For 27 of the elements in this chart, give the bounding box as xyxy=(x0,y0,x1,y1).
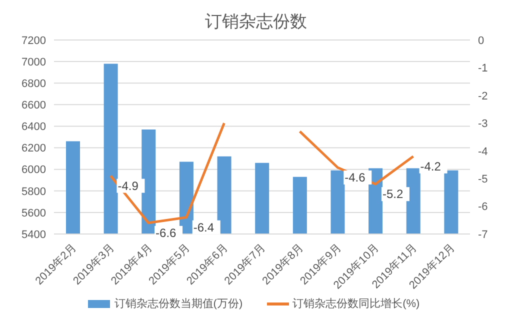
y-tick-label: 5800 xyxy=(22,186,46,198)
data-label: -4.9 xyxy=(118,178,139,193)
y-tick-label: 6000 xyxy=(22,164,46,176)
y-tick-label: 6200 xyxy=(22,142,46,155)
data-label: -4.2 xyxy=(420,159,442,174)
y2-tick-label: -1 xyxy=(478,62,488,75)
y2-tick-label: 0 xyxy=(478,34,484,47)
y2-tick-label: -6 xyxy=(478,201,488,214)
data-label: -6.6 xyxy=(156,226,177,240)
y-tick-label: 7200 xyxy=(22,34,46,47)
data-label: -4.6 xyxy=(344,170,366,184)
y-tick-label: 7000 xyxy=(22,56,46,68)
y2-tick-label: -7 xyxy=(478,228,488,241)
y-tick-label: 5600 xyxy=(22,207,46,220)
y2-tick-label: -4 xyxy=(478,146,488,158)
legend-label: 订销杂志份数同比增长(%) xyxy=(292,296,420,311)
y-tick-label: 6600 xyxy=(22,100,46,112)
y-tick-label: 5400 xyxy=(22,228,46,241)
data-label: -5.2 xyxy=(382,187,404,202)
legend-label: 订销杂志份数当期值(万份) xyxy=(113,296,243,311)
y-tick-label: 6800 xyxy=(22,78,46,90)
y2-tick-label: -3 xyxy=(478,118,488,130)
y-tick-label: 6400 xyxy=(22,121,46,134)
chart-title: 订销杂志份数 xyxy=(204,11,308,33)
data-label: -6.4 xyxy=(193,220,214,234)
y2-tick-label: -5 xyxy=(478,173,488,186)
y2-tick-label: -2 xyxy=(478,90,488,102)
